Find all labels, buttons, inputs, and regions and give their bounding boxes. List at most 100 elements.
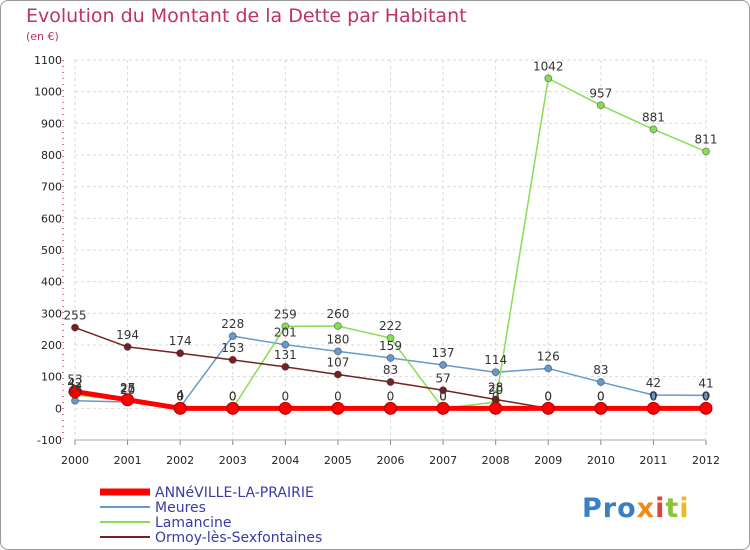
x-tick-label: 2003 xyxy=(219,454,247,467)
data-point xyxy=(544,364,553,373)
data-label: 159 xyxy=(379,339,402,353)
data-label: 0 xyxy=(650,389,658,403)
data-point xyxy=(278,401,292,415)
x-tick-label: 2008 xyxy=(482,454,510,467)
data-point xyxy=(386,334,395,343)
data-point xyxy=(386,353,395,362)
y-tick-label: 400 xyxy=(41,276,62,289)
data-label: 259 xyxy=(274,307,297,321)
data-point xyxy=(594,401,608,415)
data-point xyxy=(439,386,448,395)
data-label: 0 xyxy=(387,389,395,403)
x-tick-label: 2012 xyxy=(692,454,720,467)
data-label: 42 xyxy=(646,376,661,390)
data-label: 174 xyxy=(169,334,192,348)
y-tick-label: 100 xyxy=(41,371,62,384)
data-point xyxy=(702,147,710,156)
data-label: 131 xyxy=(274,348,297,362)
data-label: 107 xyxy=(326,355,349,369)
y-tick-label: 900 xyxy=(41,117,62,130)
data-label: 27 xyxy=(120,381,135,395)
data-label: 83 xyxy=(383,363,398,377)
data-label: 222 xyxy=(379,319,402,333)
y-tick-label: -100 xyxy=(37,434,62,447)
data-label: 42 xyxy=(67,376,82,390)
data-point xyxy=(384,401,397,415)
y-tick-label: 1100 xyxy=(34,54,62,67)
data-label: 957 xyxy=(589,86,612,100)
y-tick-label: 500 xyxy=(41,244,62,257)
x-tick-label: 2002 xyxy=(166,454,194,467)
data-label: 0 xyxy=(176,389,184,403)
data-label: 57 xyxy=(435,371,450,385)
data-label: 0 xyxy=(544,389,552,403)
data-point xyxy=(333,347,342,356)
data-point xyxy=(68,385,82,399)
y-tick-label: 800 xyxy=(41,149,62,162)
data-label: 260 xyxy=(326,307,349,321)
data-point xyxy=(489,401,503,415)
data-label: 25 xyxy=(120,381,135,395)
data-point xyxy=(71,323,79,332)
data-point xyxy=(228,332,237,341)
y-tick-label: 0 xyxy=(55,402,62,415)
chart-subtitle: (en €) xyxy=(26,30,59,43)
data-label: 881 xyxy=(642,110,665,124)
data-label: 126 xyxy=(537,349,560,363)
axes: -100010020030040050060070080090010001100… xyxy=(34,54,720,467)
data-label: 0 xyxy=(650,389,658,403)
data-label: 0 xyxy=(334,389,342,403)
data-point xyxy=(649,125,658,134)
legend-label: ANNéVILLE-LA-PRAIRIE xyxy=(155,485,314,501)
data-point xyxy=(123,342,132,351)
logo-text-2: x xyxy=(637,493,655,524)
y-tick-label: 300 xyxy=(41,307,62,320)
data-label: 20 xyxy=(120,383,135,397)
data-label: 1042 xyxy=(533,59,564,73)
data-point xyxy=(121,393,135,407)
legend-label: Meures xyxy=(155,500,206,516)
x-tick-label: 2005 xyxy=(324,454,352,467)
proxiti-logo: Proxiti xyxy=(582,493,689,524)
data-point xyxy=(281,362,290,371)
legend-label: Ormoy-lès-Sexfontaines xyxy=(155,530,322,546)
data-label: 201 xyxy=(274,326,297,340)
data-label: 0 xyxy=(597,389,605,403)
data-label: 153 xyxy=(221,341,244,355)
data-point xyxy=(228,355,237,364)
data-point xyxy=(699,401,713,415)
data-points xyxy=(68,74,713,415)
legend: ANNéVILLE-LA-PRAIRIEMeuresLamancineOrmoy… xyxy=(100,485,322,546)
data-label: 137 xyxy=(432,346,455,360)
data-label: 194 xyxy=(116,328,139,342)
data-label: 0 xyxy=(439,389,447,403)
data-label: 0 xyxy=(702,389,710,403)
x-tick-label: 2000 xyxy=(61,454,89,467)
data-point xyxy=(646,401,660,415)
data-point xyxy=(439,360,448,369)
logo-text-5: i xyxy=(679,493,689,524)
data-label: 0 xyxy=(176,389,184,403)
data-point xyxy=(596,101,605,110)
data-label: 0 xyxy=(439,389,447,403)
y-tick-label: 200 xyxy=(41,339,62,352)
data-label: 0 xyxy=(282,389,290,403)
data-point xyxy=(226,401,240,415)
data-point xyxy=(331,401,345,415)
data-label: 255 xyxy=(64,309,87,323)
data-label: 0 xyxy=(492,389,500,403)
x-tick-label: 2006 xyxy=(377,454,405,467)
data-label: 83 xyxy=(593,363,608,377)
y-tick-label: 600 xyxy=(41,212,62,225)
x-tick-label: 2010 xyxy=(587,454,615,467)
data-label: 811 xyxy=(695,133,718,147)
x-tick-label: 2007 xyxy=(429,454,457,467)
y-tick-label: 700 xyxy=(41,181,62,194)
data-point xyxy=(333,370,342,379)
data-label: 180 xyxy=(326,332,349,346)
y-tick-label: 1000 xyxy=(34,86,62,99)
x-tick-label: 2011 xyxy=(639,454,667,467)
logo-text-1: Pro xyxy=(582,493,637,524)
data-label: 0 xyxy=(702,389,710,403)
